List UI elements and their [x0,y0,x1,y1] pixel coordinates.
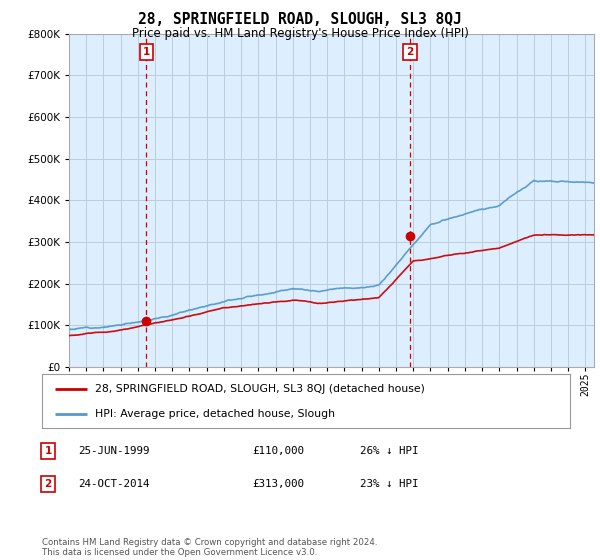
Text: 1: 1 [44,446,52,456]
Text: 2: 2 [406,48,413,57]
Text: 24-OCT-2014: 24-OCT-2014 [78,479,149,489]
Text: 28, SPRINGFIELD ROAD, SLOUGH, SL3 8QJ (detached house): 28, SPRINGFIELD ROAD, SLOUGH, SL3 8QJ (d… [95,384,425,394]
Text: Contains HM Land Registry data © Crown copyright and database right 2024.
This d: Contains HM Land Registry data © Crown c… [42,538,377,557]
Text: Price paid vs. HM Land Registry's House Price Index (HPI): Price paid vs. HM Land Registry's House … [131,27,469,40]
Text: HPI: Average price, detached house, Slough: HPI: Average price, detached house, Slou… [95,409,335,418]
Text: £313,000: £313,000 [252,479,304,489]
Text: 25-JUN-1999: 25-JUN-1999 [78,446,149,456]
Text: 23% ↓ HPI: 23% ↓ HPI [360,479,419,489]
Text: 28, SPRINGFIELD ROAD, SLOUGH, SL3 8QJ: 28, SPRINGFIELD ROAD, SLOUGH, SL3 8QJ [138,12,462,27]
Text: £110,000: £110,000 [252,446,304,456]
Text: 2: 2 [44,479,52,489]
Text: 26% ↓ HPI: 26% ↓ HPI [360,446,419,456]
Text: 1: 1 [142,48,150,57]
